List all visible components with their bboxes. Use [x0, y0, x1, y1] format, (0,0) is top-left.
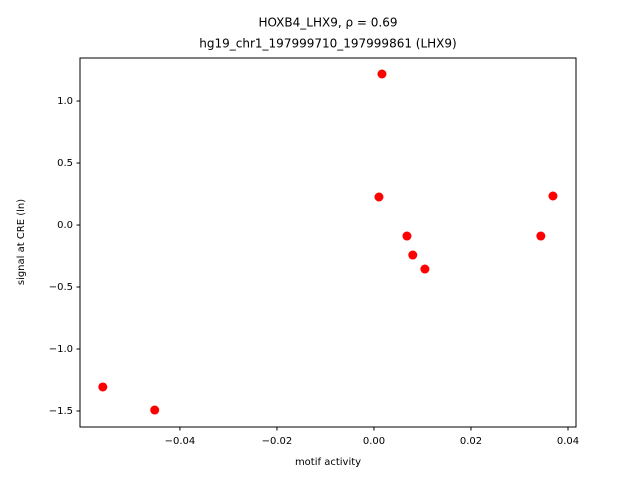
point	[408, 250, 418, 260]
x-tick-label: 0.00	[363, 436, 385, 447]
point	[150, 405, 160, 415]
y-axis-label: signal at CRE (ln)	[16, 199, 27, 285]
y-tick-label: 0.5	[57, 158, 73, 169]
x-tick-label: 0.02	[460, 436, 482, 447]
x-tick-label: −0.04	[165, 436, 196, 447]
chart-subtitle: hg19_chr1_197999710_197999861 (LHX9)	[199, 37, 456, 51]
y-tick-label: 1.0	[57, 96, 73, 107]
x-tick-label: −0.02	[262, 436, 293, 447]
x-tick-label: 0.04	[557, 436, 579, 447]
y-tick-label: −1.0	[49, 344, 73, 355]
point	[374, 192, 384, 202]
x-axis-label: motif activity	[295, 457, 361, 468]
point	[420, 264, 430, 274]
point	[377, 69, 387, 79]
plot-frame	[79, 57, 577, 428]
point	[98, 382, 108, 392]
y-tick-label: −1.5	[49, 406, 73, 417]
point	[536, 231, 546, 241]
y-tick-label: 0.0	[57, 220, 73, 231]
point	[548, 191, 558, 201]
y-tick-label: −0.5	[49, 282, 73, 293]
chart-title: HOXB4_LHX9, ρ = 0.69	[258, 16, 397, 30]
point	[402, 231, 412, 241]
